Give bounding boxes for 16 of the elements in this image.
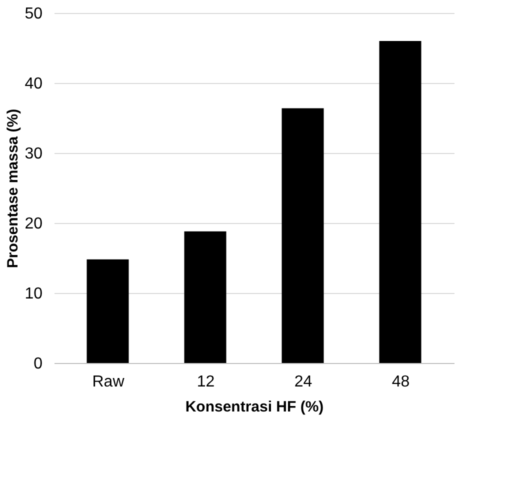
y-tick-label: 40 (24, 76, 43, 92)
y-tick-label: 30 (24, 146, 43, 162)
bar (184, 231, 226, 363)
x-tick-label: 48 (392, 374, 410, 390)
y-tick-label: 50 (24, 6, 43, 22)
y-tick-label: 20 (24, 216, 43, 232)
y-tick-label: 10 (24, 286, 43, 302)
x-tick-label: 24 (294, 374, 312, 390)
bar (86, 259, 129, 363)
bar (379, 41, 422, 363)
x-tick-label: Raw (92, 374, 125, 390)
y-tick-label: 0 (34, 356, 43, 372)
bar (282, 108, 324, 363)
x-tick-label: 12 (196, 374, 215, 390)
y-axis-title: Prosentase massa (%) (4, 108, 22, 268)
x-axis-title: Konsentrasi HF (%) (185, 398, 324, 416)
